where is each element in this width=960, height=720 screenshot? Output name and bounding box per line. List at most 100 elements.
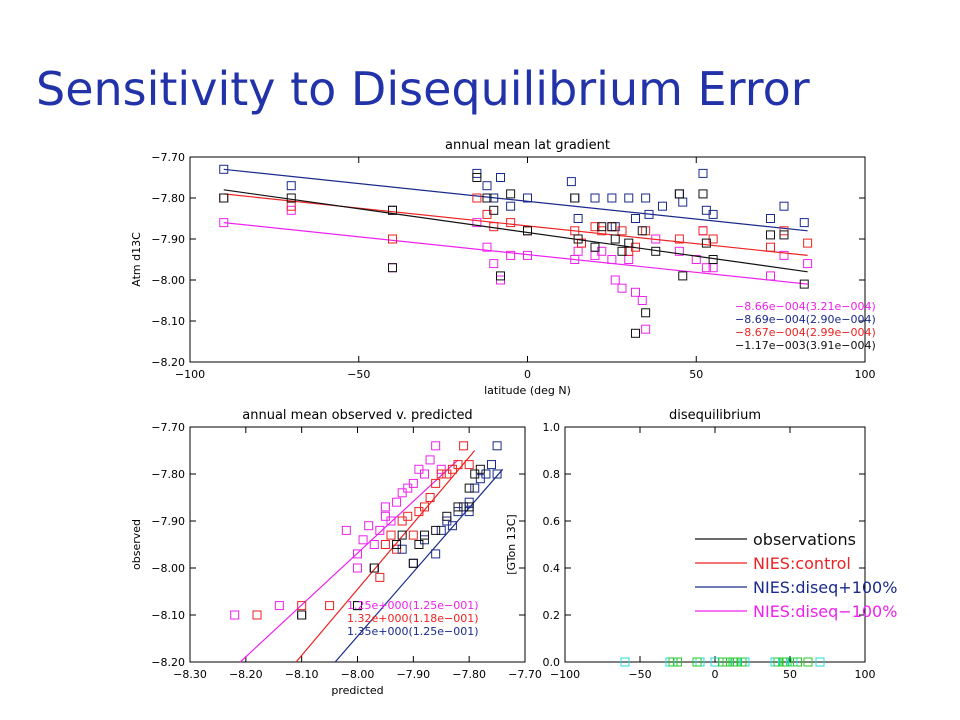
data-point-black	[590, 242, 600, 252]
data-point-black	[631, 328, 640, 338]
data-point-magenta	[436, 464, 446, 474]
x-tick-label: −8.10	[285, 668, 319, 681]
data-point-black	[297, 610, 307, 620]
data-point-blue	[607, 193, 617, 203]
data-point-green	[773, 657, 783, 667]
data-point-magenta	[701, 263, 711, 273]
fit-annotation-black: −1.17e−003(3.91e−004)	[735, 339, 876, 352]
fit-annotation-magenta: −8.66e−004(3.21e−004)	[735, 300, 876, 313]
y-tick-label: −7.80	[151, 468, 185, 481]
y-tick-label: −8.00	[151, 274, 185, 287]
data-point-magenta	[489, 259, 499, 269]
data-point-blue	[506, 201, 516, 211]
data-point-red	[489, 222, 499, 232]
x-axis-label: predicted	[331, 684, 383, 697]
x-tick-label: 50	[689, 368, 703, 381]
data-point-black	[388, 205, 397, 215]
data-point-red	[403, 511, 413, 521]
data-point-green	[793, 657, 802, 667]
data-point-black	[464, 483, 474, 493]
data-point-green	[722, 657, 732, 667]
data-point-red	[397, 516, 407, 526]
data-point-red	[674, 234, 684, 244]
data-point-magenta	[392, 497, 402, 507]
data-point-red	[219, 193, 229, 203]
data-point-black	[397, 530, 407, 540]
data-point-red	[386, 530, 396, 540]
data-point-black	[414, 540, 424, 549]
y-tick-label: 0.6	[543, 515, 561, 528]
x-tick-label: −8.00	[341, 668, 375, 681]
y-tick-label: −8.20	[151, 656, 185, 669]
y-axis-label: observed	[130, 519, 143, 570]
data-point-magenta	[607, 255, 617, 264]
data-point-magenta	[403, 483, 413, 493]
data-point-black	[597, 222, 607, 232]
data-point-black	[610, 234, 620, 244]
data-point-black	[496, 271, 505, 281]
data-point-blue	[431, 549, 441, 559]
data-point-blue	[470, 483, 480, 493]
legend-label-blue: NIES:diseq+100%	[753, 578, 897, 597]
data-point-blue	[624, 193, 634, 203]
data-point-cyan	[620, 657, 630, 667]
data-point-blue	[408, 558, 418, 568]
data-point-red	[442, 469, 452, 479]
data-point-black	[641, 308, 651, 318]
fit-annotation-red: −8.67e−004(2.99e−004)	[735, 326, 876, 339]
data-point-red	[375, 572, 385, 582]
y-tick-label: −7.80	[151, 192, 185, 205]
data-point-magenta	[388, 263, 397, 273]
data-point-magenta	[230, 610, 240, 620]
trend-line-red	[295, 450, 476, 663]
data-point-magenta	[431, 441, 441, 451]
x-tick-label: 100	[855, 668, 876, 681]
data-point-red	[641, 226, 651, 236]
data-point-blue	[708, 209, 718, 219]
data-point-red	[252, 610, 262, 620]
data-point-magenta	[380, 511, 390, 521]
data-point-red	[698, 226, 708, 236]
fit-annotation-red: 1.32e+000(1.18e−001)	[347, 612, 479, 625]
data-point-green	[803, 657, 813, 667]
data-point-blue	[641, 193, 651, 203]
data-point-red	[408, 530, 418, 540]
data-point-blue	[442, 516, 452, 526]
data-point-blue	[436, 525, 446, 535]
data-point-blue	[799, 218, 809, 228]
data-point-red	[392, 544, 402, 554]
data-point-magenta	[380, 502, 390, 512]
data-point-magenta	[425, 455, 435, 465]
data-point-black	[701, 238, 711, 248]
data-point-black	[489, 205, 499, 215]
x-tick-label: 0	[524, 368, 531, 381]
data-point-blue	[492, 469, 502, 479]
data-point-red	[803, 238, 813, 248]
data-point-red	[431, 478, 441, 488]
data-point-blue	[631, 214, 640, 223]
data-point-magenta	[408, 478, 418, 488]
data-point-black	[353, 601, 362, 611]
trend-line-blue	[223, 168, 808, 232]
data-point-blue	[766, 214, 775, 223]
data-point-blue	[286, 181, 296, 191]
plot-title: disequilibrium	[669, 408, 761, 423]
data-point-magenta	[353, 549, 362, 559]
data-point-magenta	[358, 535, 368, 545]
data-point-magenta	[414, 464, 424, 474]
data-point-magenta	[397, 488, 407, 498]
fit-annotation-magenta: 1.25e+000(1.25e−001)	[347, 599, 479, 612]
legend-label-magenta: NIES:diseq−100%	[753, 602, 897, 621]
data-point-black	[453, 502, 463, 512]
data-point-magenta	[341, 525, 351, 535]
data-point-magenta	[674, 246, 684, 256]
data-point-black	[506, 189, 516, 199]
data-point-magenta	[573, 246, 583, 256]
data-point-blue	[397, 544, 407, 554]
data-point-green	[692, 657, 702, 667]
x-tick-label: −50	[628, 668, 651, 681]
data-point-black	[464, 502, 474, 512]
x-tick-label: −100	[175, 368, 205, 381]
y-tick-label: 0.4	[543, 562, 561, 575]
data-point-red	[523, 226, 532, 236]
